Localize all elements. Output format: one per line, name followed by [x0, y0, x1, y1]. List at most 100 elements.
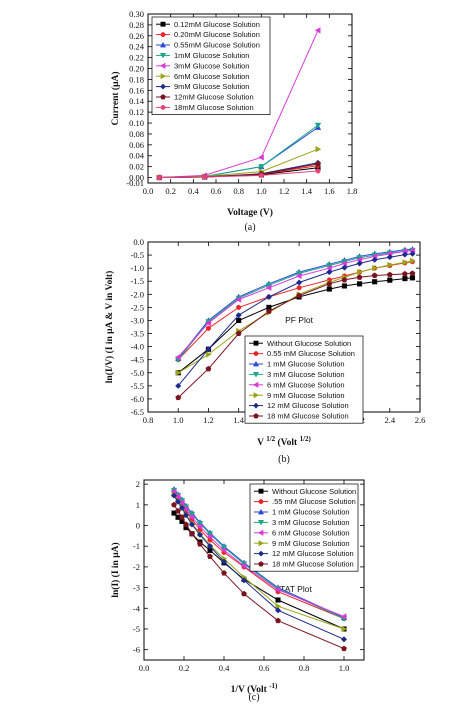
y-axis-label: ln(I/V) (I in μA & V in Volt) [104, 271, 115, 383]
y-tick-label: -2.5 [131, 302, 144, 312]
x-tick-label: 1.2 [279, 186, 290, 196]
data-point [258, 172, 264, 178]
data-point [402, 276, 408, 282]
y-tick-label: 0 [136, 521, 140, 531]
legend-label: 9mM Glucose Solution [174, 82, 249, 91]
data-point [220, 544, 228, 551]
data-point [274, 607, 282, 614]
x-tick-label: 0.4 [219, 663, 230, 673]
data-point [188, 511, 196, 518]
x-tick-label: 2.6 [415, 415, 426, 425]
y-tick-label: -3 [133, 583, 140, 593]
data-point [341, 645, 347, 652]
x-tick-label: 2.4 [384, 415, 395, 425]
y-tick-label: 0.20 [129, 64, 144, 74]
legend-label: 1 mM Glucose Solution [267, 360, 345, 369]
legend-swatch-marker [160, 21, 166, 27]
data-point [196, 523, 203, 530]
y-tick-label: -4 [133, 603, 141, 613]
chart-panel-0: 0.0 0.2 0.4 0.6 0.8 1.0 1.2 1.4 1.6 1.8-0.010.000… [110, 9, 357, 233]
x-tick-label: 0.0 [139, 663, 150, 673]
y-tick-label: -3.0 [131, 315, 144, 325]
plot-annotation: TAT Plot [280, 584, 312, 594]
data-point [296, 285, 302, 291]
series-3 [170, 487, 348, 622]
y-tick-label: 0.00 [129, 173, 144, 183]
data-point [357, 268, 363, 276]
y-tick-label: 0.24 [129, 42, 145, 52]
series-2 [156, 124, 322, 181]
y-tick-label: -2 [133, 562, 140, 572]
legend-label: 18 mM Glucose Solution [267, 412, 349, 421]
legend-label: 3 mM Glucose Solution [267, 370, 345, 379]
data-point [258, 154, 264, 161]
legend-swatch-marker [160, 73, 167, 80]
data-point [205, 365, 212, 372]
data-point [326, 286, 332, 292]
x-tick-label: 0.2 [165, 186, 176, 196]
legend-swatch-marker [257, 529, 264, 536]
plot-frame [143, 479, 365, 661]
data-point [402, 259, 409, 266]
y-tick-label: 0.16 [129, 85, 144, 95]
data-point [156, 174, 162, 181]
x-tick-label: 0.6 [259, 663, 270, 673]
panel-caption: (c) [248, 692, 259, 703]
data-point [258, 164, 265, 170]
data-point [202, 174, 208, 180]
y-tick-label: -4.5 [131, 355, 144, 365]
x-tick-label: 1.0 [256, 186, 267, 196]
data-point [371, 256, 378, 263]
data-point [326, 268, 333, 276]
legend-label: 1mM Glucose Solution [174, 51, 249, 60]
data-point [371, 272, 378, 278]
x-tick-label: 0.8 [299, 663, 310, 673]
legend-label: 0.55 mM Glucose Solution [267, 349, 355, 358]
series-6 [175, 250, 416, 389]
data-point [314, 122, 322, 129]
legend-swatch-marker [257, 508, 265, 515]
y-tick-label: 0.26 [129, 31, 144, 41]
y-tick-label: 0.04 [129, 151, 145, 161]
data-point [183, 521, 189, 527]
data-point [206, 531, 214, 538]
legend-swatch-marker [159, 41, 167, 48]
data-point [178, 504, 186, 512]
data-point [206, 543, 214, 550]
data-point [171, 501, 177, 508]
legend-swatch-marker [160, 32, 166, 38]
legend-label: Without Glucose Solution [272, 487, 356, 496]
data-point [207, 553, 213, 560]
data-point [179, 514, 185, 520]
data-point [274, 586, 281, 593]
data-point [221, 570, 227, 576]
data-point [341, 625, 348, 633]
series-line [177, 260, 413, 374]
data-point [220, 547, 227, 554]
y-tick-label: -4.0 [131, 342, 144, 352]
x-axis-label: Voltage (V) [227, 207, 273, 218]
legend-label: 1 mM Glucose Solution [272, 508, 350, 517]
y-tick-label: 0.06 [129, 140, 144, 150]
x-tick-label: 1.6 [324, 186, 335, 196]
legend-label: 18 mM Glucose Solution [272, 560, 354, 569]
legend-swatch-marker [159, 53, 167, 59]
chart-panel-2: 0.0 0.2 0.4 0.6 0.8 1.0 2 1 0 -1 -2 -3 -4 -5 -6 1/V (Vo… [110, 479, 365, 703]
legend-swatch-marker [252, 360, 260, 367]
y-tick-label: -2.0 [131, 289, 144, 299]
legend-swatch-marker [160, 104, 166, 110]
y-tick-label: -6.0 [131, 394, 144, 404]
y-tick-label: -1 [133, 541, 140, 551]
data-point [241, 590, 247, 597]
x-axis-label: V 1/2 (Volt 1/2) [257, 435, 311, 448]
x-tick-label: 1.0 [339, 663, 350, 673]
chart-panel-1: 0.81.01.21.41.61.82.02.22.42.60.0-0.5-1.… [104, 237, 425, 465]
data-point [275, 597, 281, 603]
data-point [387, 277, 393, 283]
legend-swatch-marker [253, 402, 259, 409]
data-point [409, 257, 416, 265]
legend-swatch-marker [258, 488, 264, 494]
y-tick-label: 0.12 [129, 107, 144, 117]
